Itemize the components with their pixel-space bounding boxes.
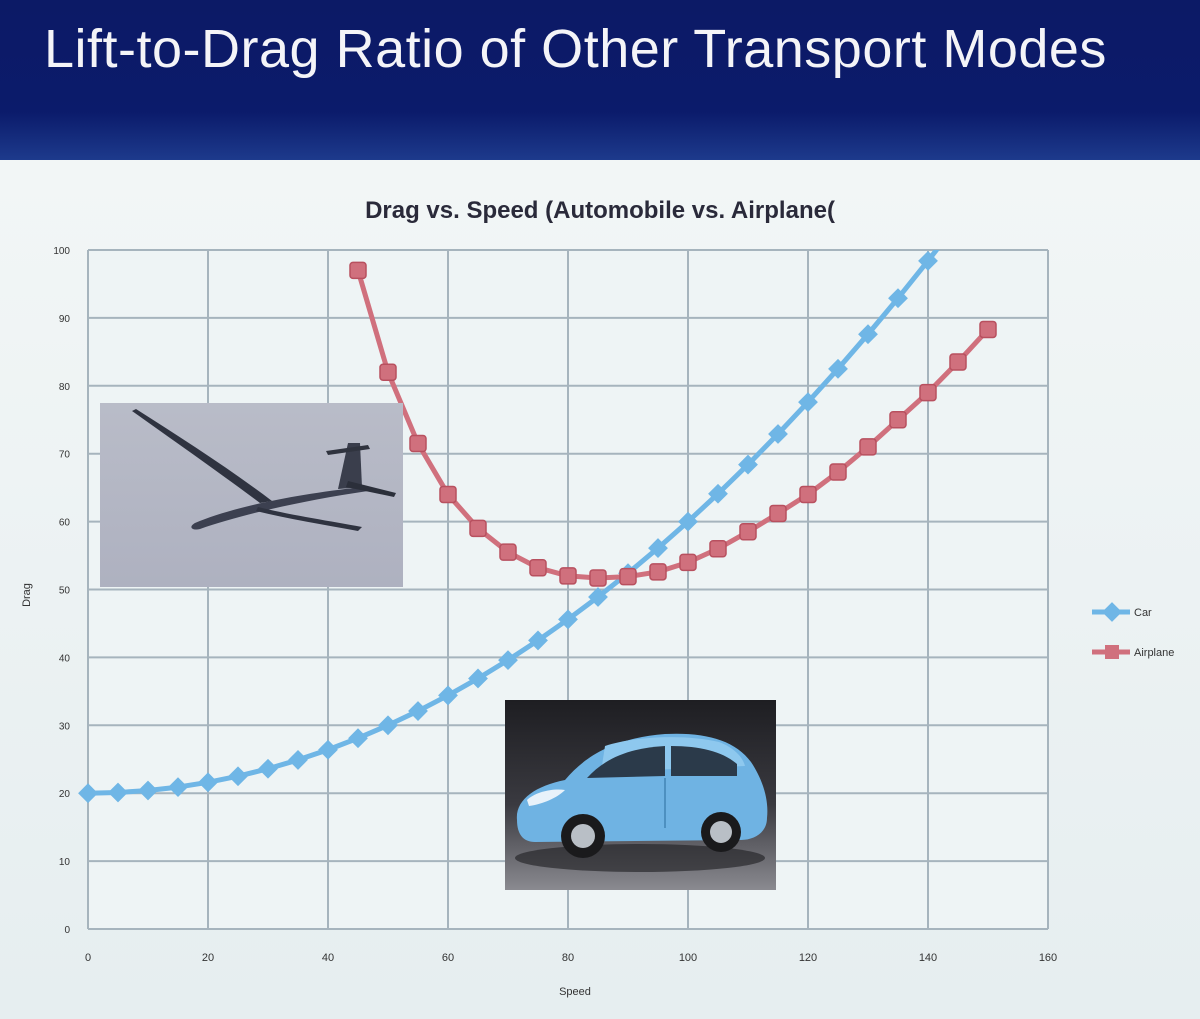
x-tick-label: 120 — [799, 952, 817, 964]
y-tick-label: 60 — [59, 518, 71, 529]
data-point — [439, 485, 457, 504]
data-point — [588, 587, 608, 607]
data-point — [918, 250, 938, 271]
data-point — [408, 701, 428, 721]
data-point — [708, 483, 728, 504]
data-point — [498, 650, 518, 671]
data-point — [829, 463, 847, 481]
data-point — [318, 739, 338, 760]
x-tick-label: 140 — [919, 952, 937, 964]
y-tick-label: 0 — [64, 925, 70, 936]
data-point — [559, 567, 577, 585]
car-photo — [505, 700, 776, 890]
data-point — [919, 383, 937, 402]
data-point — [828, 358, 848, 379]
data-point — [258, 758, 278, 779]
y-tick-label: 90 — [59, 314, 71, 325]
title-banner: Lift-to-Drag Ratio of Other Transport Mo… — [0, 0, 1200, 160]
chart-title: Drag vs. Speed (Automobile vs. Airplane( — [365, 197, 835, 224]
data-point — [409, 434, 427, 453]
data-point — [288, 750, 308, 770]
slide-title: Lift-to-Drag Ratio of Other Transport Mo… — [44, 19, 1107, 79]
x-tick-label: 160 — [1039, 952, 1057, 964]
data-point — [709, 540, 727, 558]
data-point — [379, 363, 397, 381]
x-tick-label: 40 — [322, 952, 334, 964]
data-point — [589, 569, 607, 587]
legend-label: Airplane — [1134, 647, 1174, 659]
data-point — [888, 288, 908, 309]
x-tick-label: 20 — [202, 952, 214, 964]
y-tick-label: 30 — [59, 721, 71, 732]
data-point — [529, 559, 547, 577]
x-tick-label: 100 — [679, 952, 697, 964]
y-tick-label: 50 — [59, 586, 71, 597]
data-point — [468, 668, 488, 689]
data-point — [438, 685, 458, 706]
y-tick-label: 70 — [59, 450, 71, 461]
x-tick-label: 60 — [442, 952, 454, 964]
glider-icon — [132, 409, 396, 531]
data-point — [469, 519, 487, 538]
data-point — [768, 424, 788, 444]
data-point — [378, 715, 398, 736]
y-tick-label: 10 — [59, 857, 71, 868]
glider-photo — [100, 403, 403, 587]
legend-label: Car — [1134, 607, 1152, 619]
data-point — [678, 511, 698, 532]
chart-tick-labels: 0 20 40 60 80 100 120 140 160 0 10 20 30 40 50 60 70 80 90… — [53, 246, 1057, 964]
data-point — [648, 538, 668, 558]
data-point — [949, 353, 967, 371]
legend-swatch-marker — [1102, 602, 1122, 622]
y-tick-label: 100 — [53, 246, 70, 257]
y-tick-label: 40 — [59, 653, 71, 664]
y-tick-label: 80 — [59, 382, 71, 393]
data-point — [649, 563, 667, 581]
series-line-airplane — [355, 269, 990, 581]
y-tick-label: 20 — [59, 789, 71, 800]
y-axis-label: Drag — [21, 583, 33, 607]
data-point — [979, 320, 997, 339]
legend-swatch-marker — [1105, 645, 1119, 659]
x-axis-label: Speed — [559, 986, 591, 998]
data-point — [679, 553, 697, 572]
data-point — [528, 630, 548, 651]
car-icon — [515, 733, 768, 872]
data-point — [619, 567, 637, 586]
x-tick-label: 0 — [85, 952, 91, 964]
data-point — [349, 261, 367, 280]
data-point — [889, 411, 907, 429]
data-point — [499, 543, 517, 561]
data-point — [769, 504, 787, 523]
data-point — [799, 485, 817, 504]
data-point — [738, 454, 758, 475]
chart-legend: Car Airplane — [1092, 602, 1174, 659]
data-point — [739, 523, 757, 541]
data-point — [858, 324, 878, 345]
series-airplane — [349, 261, 997, 587]
x-tick-label: 80 — [562, 952, 574, 964]
data-point — [859, 438, 877, 456]
data-point — [558, 609, 578, 630]
data-point — [348, 728, 368, 749]
data-point — [798, 392, 818, 412]
